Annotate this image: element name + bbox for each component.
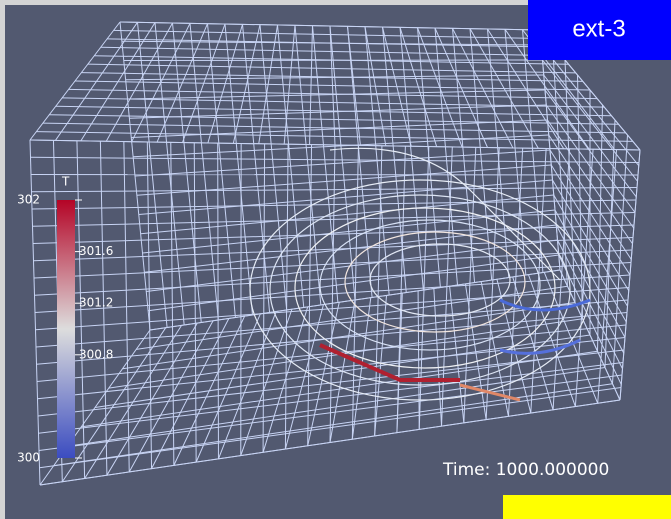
mesh-line: [557, 239, 623, 369]
mesh-line: [74, 80, 591, 91]
mesh-line: [33, 237, 634, 262]
mesh-line: [36, 131, 633, 142]
mesh-line: [94, 55, 569, 65]
mesh-line: [542, 59, 638, 182]
colorbar-tick-label: 301.2: [79, 296, 113, 310]
mesh-line: [35, 287, 630, 331]
mesh-line: [81, 72, 583, 82]
mesh-line: [87, 63, 576, 74]
mesh-line: [29, 139, 641, 151]
mesh-line: [550, 164, 630, 291]
streamlines: [249, 147, 591, 402]
mesh-line: [39, 399, 621, 486]
mesh-line: [55, 105, 612, 117]
mesh-line: [100, 46, 562, 57]
mesh-line: [62, 97, 605, 108]
mesh-line: [37, 337, 626, 400]
mesh-line: [558, 254, 622, 385]
badge: ext-3: [572, 15, 625, 42]
mesh-line: [543, 74, 637, 198]
mesh-line: [68, 88, 598, 100]
mesh-line: [540, 44, 640, 166]
mesh-line: [138, 179, 553, 215]
colorbar-tick-label: 301.6: [79, 244, 113, 258]
colorbar-ticks: 302 301.6 301.2 300.8 300: [17, 193, 113, 465]
mesh-line: [108, 318, 583, 389]
colorbar-title: T: [61, 175, 70, 189]
mesh-line: [107, 38, 555, 48]
mesh-line: [38, 362, 624, 434]
mesh-line: [122, 302, 576, 370]
mesh-line: [30, 156, 640, 163]
mesh-line: [113, 29, 548, 40]
mesh-line: [554, 209, 626, 338]
mesh-line: [134, 149, 551, 177]
mesh-line: [39, 387, 622, 469]
mesh-line: [31, 199, 637, 210]
mesh-line: [136, 285, 568, 350]
mesh-line: [31, 187, 638, 193]
mesh-line: [544, 89, 636, 213]
mesh-line: [146, 239, 558, 292]
mesh-line: [140, 194, 554, 235]
mesh-line: [129, 104, 547, 119]
mesh-line: [37, 349, 625, 417]
mesh-line: [30, 174, 639, 176]
mesh-line: [49, 114, 619, 125]
mesh-line: [119, 21, 541, 31]
colorbar-tick-label: 300.8: [79, 347, 113, 361]
colorbar: [57, 200, 75, 458]
time-label: Time: 1000.000000: [442, 460, 609, 480]
mesh-line: [42, 122, 626, 134]
mesh-line: [32, 212, 636, 227]
mesh-line: [53, 383, 613, 467]
mesh-line: [33, 249, 633, 279]
mesh-line: [547, 119, 633, 245]
mesh-line: [81, 350, 598, 428]
mesh-line: [149, 269, 561, 331]
highlight-box: [503, 495, 671, 519]
mesh-line: [36, 324, 627, 382]
mesh-line: [34, 262, 632, 296]
mesh-line: [548, 134, 632, 260]
colorbar-tick-label: 300: [17, 451, 40, 465]
mesh-line: [545, 104, 635, 229]
mesh-line: [552, 179, 628, 307]
badge-box: [528, 0, 671, 60]
mesh-line: [553, 194, 627, 323]
mesh-line: [549, 149, 631, 276]
colorbar-tick-label: 302: [17, 193, 40, 207]
